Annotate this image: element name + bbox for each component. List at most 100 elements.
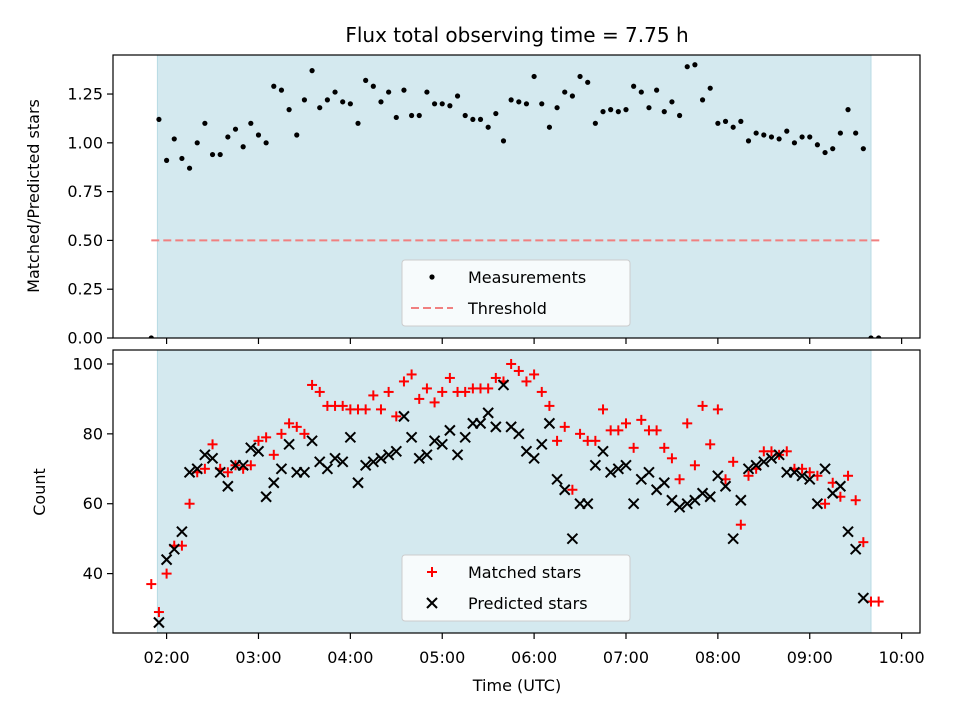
predicted-star-point [581,498,594,510]
matched-star-point [261,432,272,443]
predicted-star-point [474,417,487,430]
matched-star-point [375,404,386,415]
measurement-point [409,112,415,119]
measurement-point [569,93,575,99]
matched-star-point [207,439,218,450]
matched-star-point [567,484,578,495]
predicted-star-point [490,421,502,433]
predicted-star-point [673,501,686,513]
predicted-star-point [283,438,295,451]
matched-star-point [199,463,210,474]
predicted-star-point [750,459,762,472]
predicted-star-point [168,543,180,555]
matched-star-point [421,383,432,394]
y-tick-label: 0.00 [67,329,103,348]
measurement-point [447,103,453,109]
legend-entry-label: Predicted stars [468,594,588,613]
predicted-star-point [758,456,770,468]
legend-measurement-marker [429,274,435,280]
predicted-star-point [811,498,824,510]
measurement-point [615,109,621,115]
matched-star-point [506,358,517,369]
predicted-star-point [375,452,387,465]
predicted-star-point [712,470,724,482]
matched-star-point [391,411,402,422]
predicted-star-point [222,480,234,492]
predicted-star-point [413,452,425,465]
predicted-star-point [398,410,410,423]
measurement-point [845,107,851,113]
predicted-star-point [482,407,494,419]
measurement-point [493,110,499,117]
predicted-star-point [390,445,402,458]
y-tick-label: 1.25 [67,85,103,104]
measurement-point [424,89,430,95]
matched-star-point [268,449,279,460]
x-axis-label: Time (UTC) [472,676,561,695]
matched-star-point [705,439,716,450]
bottom-y-axis-label: Count [30,468,49,516]
predicted-star-point [788,466,801,478]
measurement-point [209,151,216,158]
measurement-point [585,79,591,85]
predicted-star-point [237,459,249,472]
measurement-point [286,107,292,113]
matched-star-point [873,596,884,607]
legend-predicted-marker [426,597,438,609]
y-tick-label: 80 [83,424,103,443]
x-tick-label: 10:00 [879,648,925,667]
y-tick-label: 0.75 [67,182,103,201]
matched-star-point [559,421,570,432]
x-tick-label: 02:00 [144,648,190,667]
matched-star-point [689,460,700,471]
matched-star-point [153,607,164,618]
legend-entry-label: Measurements [468,268,586,287]
measurement-point [477,116,484,123]
predicted-star-point [627,498,640,510]
top-panel: 0.00 0.25 0.50 0.75 1.00 1.25 Measurements Thre… [67,54,921,348]
x-tick-label: 08:00 [695,648,741,667]
measurement-point [577,73,583,80]
matched-star-point [598,404,609,415]
matched-star-point [820,498,831,509]
predicted-star-point [528,452,540,465]
predicted-star-point [367,456,380,468]
predicted-star-point [658,477,670,489]
predicted-star-point [268,477,280,489]
predicted-star-point [513,428,525,440]
plot-frame [112,54,921,339]
y-tick-label: 100 [72,354,103,373]
measurement-point [791,140,798,146]
measurement-point [707,85,713,91]
y-tick-label: 60 [83,494,103,513]
measurement-point [592,120,598,126]
matched-star-point [735,519,746,530]
measurement-point [761,132,767,138]
predicted-star-point [444,424,456,437]
measurement-point [539,101,545,107]
x-tick-label: 07:00 [603,648,649,667]
measurement-point [186,165,193,171]
predicted-star-point [359,459,372,472]
predicted-star-point [260,491,272,503]
x-tick-label: 03:00 [235,648,281,667]
bottom-panel: 40 60 80 100 02:00 03:00 04:00 05:00 06:00 07:00 0… [72,349,925,667]
matched-star-point [414,393,425,404]
measurement-point [431,101,438,107]
predicted-star-point [834,480,847,492]
predicted-star-point [727,532,739,545]
predicted-star-point [451,449,464,461]
measurement-point [638,89,644,95]
measurement-point [332,89,338,95]
matched-star-point [529,369,540,380]
measurement-point [217,151,223,158]
legend: Matched stars Predicted stars [401,554,631,622]
predicted-star-point [336,456,349,468]
predicted-star-point [176,525,188,538]
predicted-star-point [773,449,785,461]
measurement-point [194,140,200,146]
matched-star-point [253,435,264,446]
measurement-point [807,134,813,140]
measurement-point [722,118,729,124]
measurement-point [263,140,269,146]
